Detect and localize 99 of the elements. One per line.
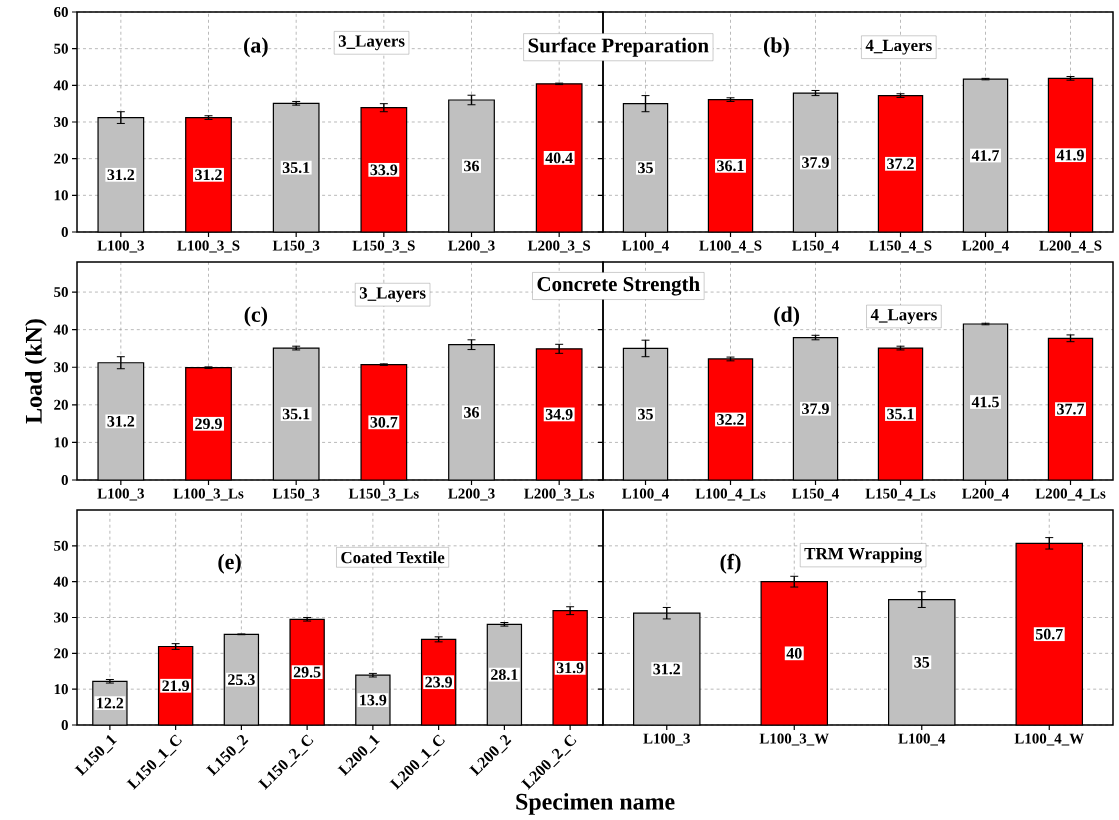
y-tick-label: 20	[54, 648, 68, 659]
x-tick-label: L200_3_Ls	[524, 488, 595, 501]
data-label: 40.4	[545, 152, 573, 164]
data-label: 37.7	[1057, 403, 1085, 415]
x-tick-label: L100_3_Ls	[173, 488, 244, 501]
x-tick-label: L200_3	[448, 488, 495, 501]
data-label: 23.9	[425, 676, 452, 688]
data-label: 35	[638, 408, 653, 420]
y-tick-label: 30	[54, 116, 68, 128]
data-label: 31.2	[653, 663, 681, 675]
data-label: 40	[786, 647, 802, 659]
y-tick-label: 0	[61, 226, 68, 238]
annotation: (c)	[244, 306, 268, 327]
x-tick-label: L150_4_S	[869, 240, 932, 253]
annotation: (f)	[720, 553, 741, 574]
x-tick-label: L200_4	[962, 240, 1009, 253]
y-tick-label: 30	[54, 612, 68, 623]
x-tick-label: L100_3_W	[759, 733, 829, 746]
data-label: 12.2	[97, 697, 124, 709]
annotation: 4_Layers	[870, 309, 937, 324]
x-tick-label: L100_4	[898, 733, 946, 746]
annotation: (a)	[244, 37, 268, 58]
x-tick-label: L100_4	[622, 488, 669, 501]
x-tick-label: L200_4_S	[1039, 240, 1102, 253]
x-tick-label: L200_4	[962, 488, 1009, 501]
y-tick-label: 10	[54, 190, 68, 201]
y-tick-label: 40	[53, 324, 68, 335]
x-tick-label: L150_4	[792, 240, 839, 253]
annotation: Coated Textile	[341, 551, 445, 564]
data-label: 35.1	[887, 408, 914, 420]
x-tick-label: L200_3_S	[527, 240, 591, 253]
data-label: 33.9	[370, 164, 398, 176]
x-tick-label: L100_3_S	[177, 240, 240, 253]
y-tick-label: 10	[54, 684, 68, 695]
data-label: 41.5	[971, 396, 999, 408]
data-label: 35.1	[282, 408, 310, 420]
data-label: 31.2	[195, 169, 222, 181]
y-tick-label: 0	[61, 474, 68, 486]
data-label: 25.3	[228, 674, 255, 686]
x-tick-label: L100_4_Ls	[695, 488, 766, 501]
y-tick-label: 30	[54, 362, 68, 373]
data-label: 37.9	[802, 157, 829, 168]
y-tick-label: 50	[54, 540, 68, 551]
x-tick-label: L150_3	[272, 488, 320, 501]
x-tick-label: L150_4	[792, 488, 839, 501]
data-label: 37.9	[802, 403, 829, 415]
x-tick-label: L200_3	[448, 240, 495, 253]
x-tick-label: L100_3	[97, 488, 144, 501]
annotation: 3_Layers	[338, 35, 405, 51]
y-tick-label: 50	[54, 43, 68, 54]
data-label: 21.9	[162, 680, 189, 692]
data-label: 36.1	[717, 160, 744, 172]
x-tick-label: L100_4	[622, 240, 669, 253]
data-label: 30.7	[370, 416, 398, 428]
data-label: 36	[464, 160, 480, 172]
y-tick-label: 10	[54, 437, 68, 448]
y-tick-label: 40	[53, 80, 68, 91]
y-tick-label: 20	[54, 399, 68, 410]
data-label: 37.2	[887, 158, 914, 170]
data-label: 35	[914, 656, 930, 668]
data-label: 35	[638, 162, 653, 174]
x-tick-label: L150_4_Ls	[865, 488, 936, 501]
data-label: 13.9	[360, 694, 387, 706]
data-label: 32.2	[717, 414, 744, 425]
y-tick-label: 40	[53, 576, 68, 587]
data-label: 28.1	[491, 669, 518, 681]
x-tick-label: L100_3	[97, 240, 144, 253]
y-tick-label: 50	[54, 287, 68, 298]
annotation: 3_Layers	[359, 287, 426, 303]
annotation: Surface Preparation	[528, 37, 709, 57]
y-tick-label: 60	[54, 6, 68, 18]
x-tick-label: L150_3_S	[352, 240, 415, 253]
y-tick-label: 0	[61, 719, 68, 731]
annotation: TRM Wrapping	[804, 547, 922, 563]
data-label: 50.7	[1035, 628, 1063, 640]
x-tick-label: L150_3	[272, 240, 320, 253]
data-label: 35.1	[282, 162, 310, 174]
annotation: 4_Layers	[865, 39, 932, 55]
x-tick-label: L100_3	[643, 733, 690, 746]
data-label: 31.2	[107, 415, 135, 427]
data-label: 41.7	[971, 150, 1000, 161]
y-tick-label: 20	[54, 153, 68, 164]
data-label: 34.9	[545, 409, 573, 420]
data-label: 29.5	[293, 666, 321, 678]
x-tick-label: L100_4_S	[699, 240, 762, 253]
x-tick-label: L100_4_W	[1014, 733, 1084, 746]
data-label: 36	[464, 406, 480, 418]
annotation: Concrete Strength	[537, 276, 700, 296]
data-label: 29.9	[195, 418, 222, 430]
x-tick-label: L200_4_Ls	[1035, 488, 1106, 501]
data-label: 31.2	[107, 169, 135, 181]
annotation: (b)	[763, 37, 789, 58]
y-axis-title: Load (kN)	[25, 319, 47, 424]
annotation: (e)	[218, 553, 241, 574]
annotation: (d)	[774, 306, 800, 327]
data-label: 31.9	[556, 662, 584, 674]
x-tick-label: L150_3_Ls	[348, 488, 419, 501]
x-axis-title: Specimen name	[516, 793, 675, 815]
data-label: 41.9	[1056, 149, 1084, 161]
